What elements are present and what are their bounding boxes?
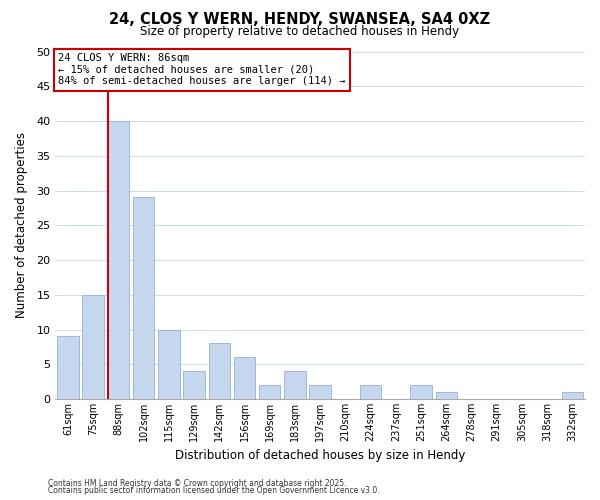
- Bar: [234, 358, 255, 399]
- X-axis label: Distribution of detached houses by size in Hendy: Distribution of detached houses by size …: [175, 450, 466, 462]
- Text: Contains HM Land Registry data © Crown copyright and database right 2025.: Contains HM Land Registry data © Crown c…: [48, 478, 347, 488]
- Bar: [184, 371, 205, 399]
- Text: 24, CLOS Y WERN, HENDY, SWANSEA, SA4 0XZ: 24, CLOS Y WERN, HENDY, SWANSEA, SA4 0XZ: [109, 12, 491, 28]
- Bar: [57, 336, 79, 399]
- Y-axis label: Number of detached properties: Number of detached properties: [15, 132, 28, 318]
- Text: Contains public sector information licensed under the Open Government Licence v3: Contains public sector information licen…: [48, 486, 380, 495]
- Bar: [310, 385, 331, 399]
- Bar: [133, 198, 154, 399]
- Bar: [82, 295, 104, 399]
- Bar: [410, 385, 432, 399]
- Text: Size of property relative to detached houses in Hendy: Size of property relative to detached ho…: [140, 25, 460, 38]
- Bar: [360, 385, 382, 399]
- Bar: [436, 392, 457, 399]
- Bar: [284, 371, 305, 399]
- Bar: [209, 344, 230, 399]
- Bar: [562, 392, 583, 399]
- Bar: [259, 385, 280, 399]
- Bar: [107, 121, 129, 399]
- Text: 24 CLOS Y WERN: 86sqm
← 15% of detached houses are smaller (20)
84% of semi-deta: 24 CLOS Y WERN: 86sqm ← 15% of detached …: [58, 53, 346, 86]
- Bar: [158, 330, 179, 399]
